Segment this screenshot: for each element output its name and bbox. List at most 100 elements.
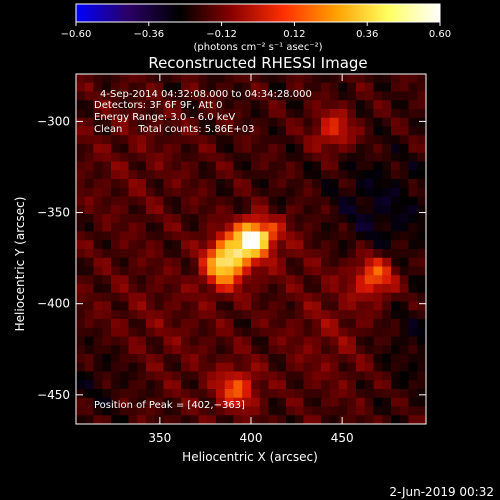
heatmap-cell <box>76 82 86 92</box>
heatmap-cell <box>111 275 121 285</box>
heatmap-cell <box>329 389 339 399</box>
heatmap-cell <box>163 91 173 101</box>
heatmap-cell <box>119 82 129 92</box>
heatmap-cell <box>163 74 173 84</box>
heatmap-cell <box>294 135 304 145</box>
heatmap-cell <box>119 284 129 294</box>
heatmap-cell <box>277 231 287 241</box>
heatmap-cell <box>84 187 94 197</box>
heatmap-cell <box>146 152 156 162</box>
heatmap-cell <box>207 240 217 250</box>
heatmap-cell <box>111 301 121 311</box>
colorbar <box>75 3 441 23</box>
heatmap-cell <box>312 362 322 372</box>
heatmap-cell <box>111 336 121 346</box>
heatmap-cell <box>338 117 348 127</box>
heatmap-cell <box>391 205 401 215</box>
heatmap-cell <box>189 389 199 399</box>
heatmap-cell <box>417 170 426 180</box>
heatmap-cell <box>216 310 226 320</box>
heatmap-cell <box>216 170 226 180</box>
heatmap-cell <box>399 266 409 276</box>
heatmap-cell <box>76 126 86 136</box>
heatmap-cell <box>382 336 392 346</box>
heatmap-cell <box>216 91 226 101</box>
heatmap-cell <box>312 144 322 154</box>
heatmap-cell <box>242 319 252 329</box>
heatmap-cell <box>338 187 348 197</box>
heatmap-cell <box>251 82 261 92</box>
heatmap-cell <box>172 389 182 399</box>
heatmap-cell <box>294 74 304 84</box>
heatmap-cell <box>102 319 112 329</box>
heatmap-cell <box>84 275 94 285</box>
heatmap-cell <box>347 406 357 416</box>
heatmap-cell <box>259 109 269 119</box>
heatmap-cell <box>347 415 357 424</box>
heatmap-cell <box>76 179 86 189</box>
heatmap-cell <box>76 345 86 355</box>
heatmap-cell <box>84 354 94 364</box>
heatmap-cell <box>268 415 278 424</box>
heatmap-cell <box>364 301 374 311</box>
heatmap-cell <box>408 371 418 381</box>
annotation-detectors: Detectors: 3F 6F 9F, Att 0 <box>94 100 222 111</box>
heatmap-cell <box>242 345 252 355</box>
heatmap-cell <box>251 406 261 416</box>
heatmap-cell <box>417 100 426 110</box>
heatmap-cell <box>84 284 94 294</box>
heatmap-cell <box>294 362 304 372</box>
heatmap-cell <box>347 214 357 224</box>
heatmap-cell <box>294 397 304 407</box>
heatmap-cell <box>338 327 348 337</box>
heatmap-cell <box>128 187 138 197</box>
heatmap-cell <box>181 327 191 337</box>
heatmap-cell <box>146 117 156 127</box>
heatmap-cell <box>128 82 138 92</box>
heatmap-cell <box>137 310 147 320</box>
heatmap-cell <box>399 214 409 224</box>
heatmap-cell <box>93 266 103 276</box>
heatmap-cell <box>242 336 252 346</box>
heatmap-cell <box>294 284 304 294</box>
heatmap-cell <box>399 240 409 250</box>
heatmap-cell <box>321 336 331 346</box>
heatmap-cell <box>286 397 296 407</box>
heatmap-cell <box>154 82 164 92</box>
heatmap-cell <box>417 152 426 162</box>
heatmap-cell <box>119 362 129 372</box>
heatmap-cell <box>76 222 86 232</box>
heatmap-cell <box>119 187 129 197</box>
heatmap-cell <box>233 240 243 250</box>
footer-date: 2-Jun-2019 00:32 <box>389 485 494 499</box>
heatmap-cell <box>119 214 129 224</box>
heatmap-cell <box>391 144 401 154</box>
heatmap-cell <box>329 406 339 416</box>
heatmap-cell <box>154 415 164 424</box>
heatmap-cell <box>277 100 287 110</box>
heatmap-cell <box>373 126 383 136</box>
heatmap-cell <box>329 74 339 84</box>
heatmap-cell <box>286 362 296 372</box>
heatmap-cell <box>189 222 199 232</box>
heatmap-cell <box>277 327 287 337</box>
heatmap-cell <box>128 100 138 110</box>
heatmap-cell <box>417 196 426 206</box>
heatmap-cell <box>268 187 278 197</box>
heatmap-cell <box>399 354 409 364</box>
heatmap-cell <box>399 292 409 302</box>
heatmap-cell <box>321 231 331 241</box>
heatmap-cell <box>286 170 296 180</box>
heatmap-cell <box>373 179 383 189</box>
heatmap-cell <box>242 389 252 399</box>
heatmap-cell <box>277 135 287 145</box>
heatmap-cell <box>224 336 234 346</box>
heatmap-cell <box>172 196 182 206</box>
heatmap-cell <box>382 214 392 224</box>
chart-title: Reconstructed RHESSI Image <box>148 54 367 72</box>
heatmap-cell <box>303 371 313 381</box>
heatmap-cell <box>347 117 357 127</box>
heatmap-cell <box>321 100 331 110</box>
heatmap-cell <box>417 354 426 364</box>
heatmap-cell <box>146 205 156 215</box>
